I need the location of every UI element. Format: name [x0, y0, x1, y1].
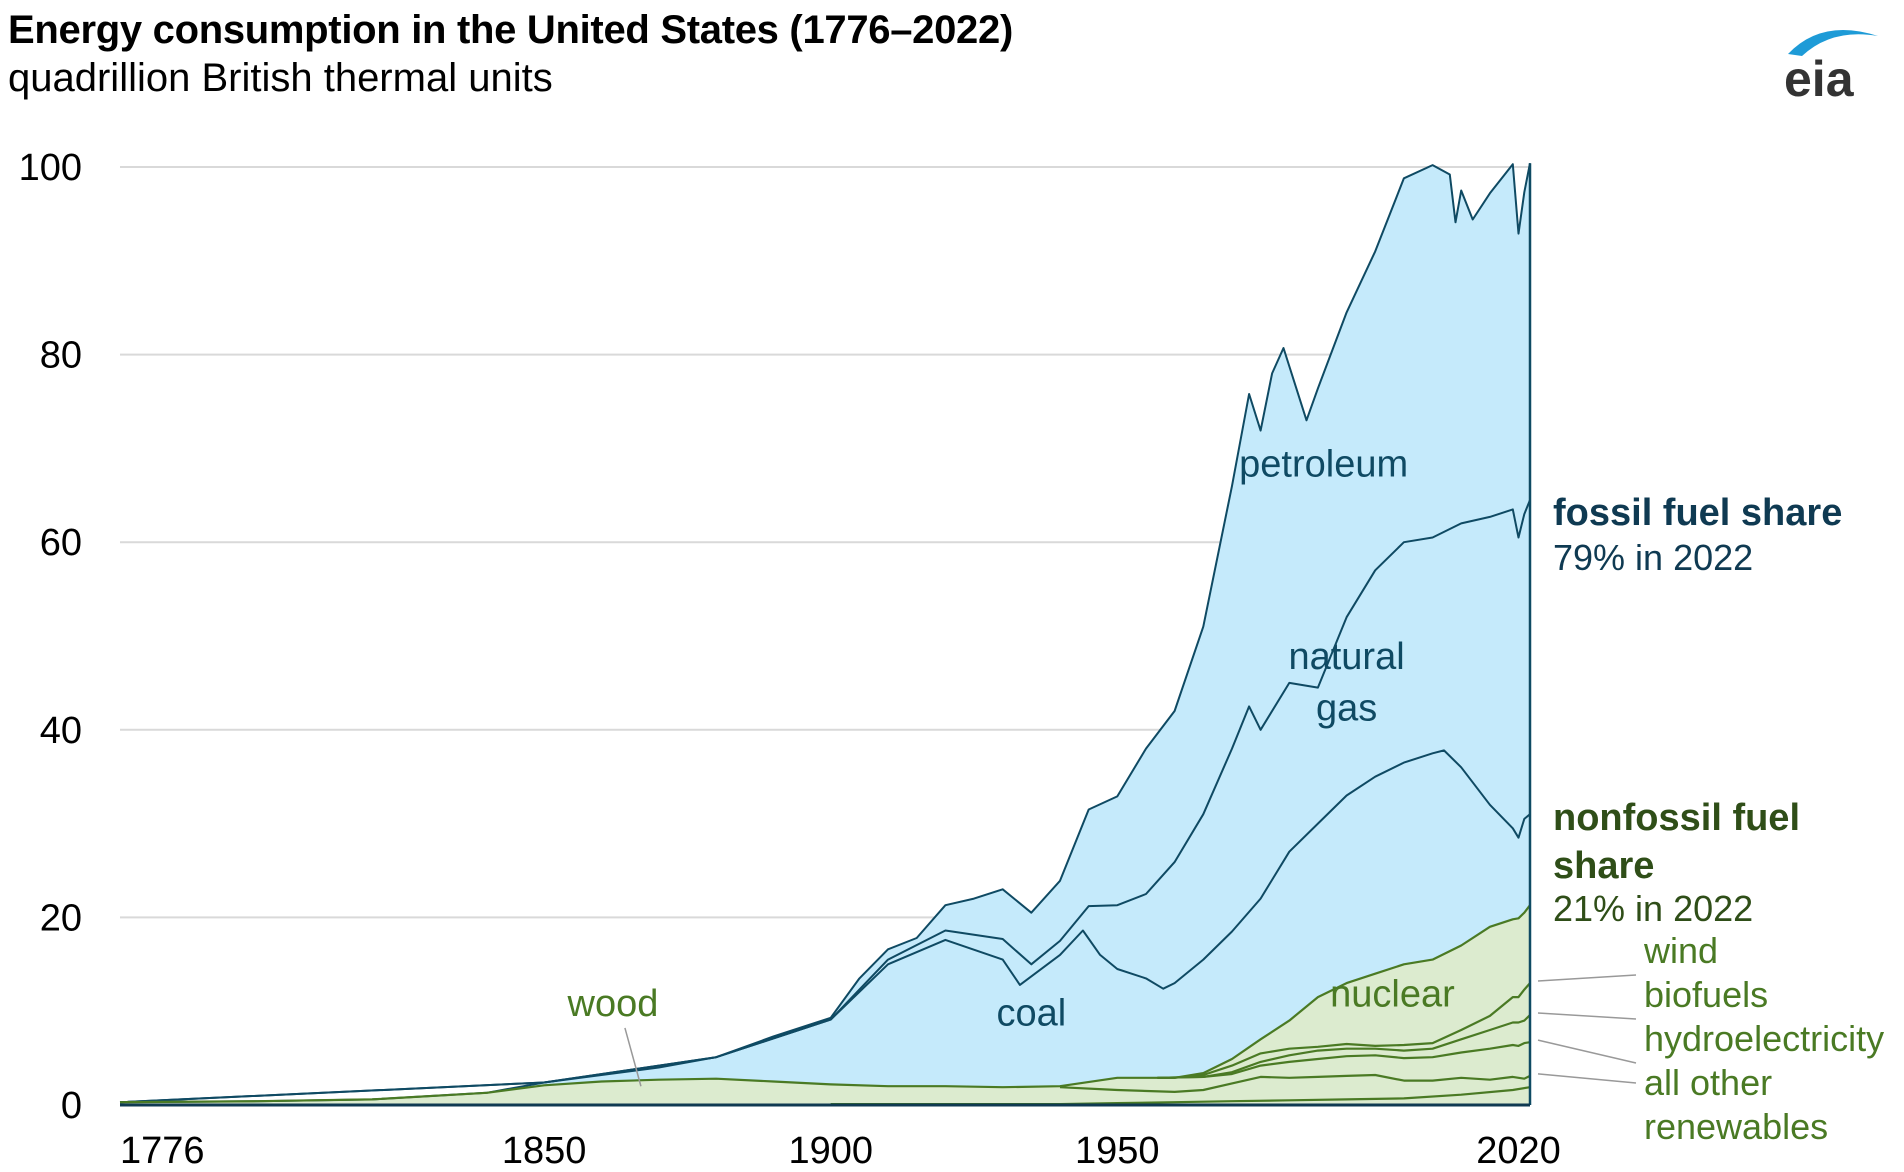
series-line-biofuels [1157, 1041, 1531, 1079]
x-tick-label: 1776 [120, 1130, 205, 1172]
x-axis: 1776 1850 1900 1950 2020 [120, 1130, 1561, 1172]
x-tick-label: 2020 [1476, 1130, 1561, 1172]
y-tick-label: 20 [40, 897, 82, 939]
y-tick-label: 0 [61, 1085, 82, 1127]
area-label-natural: natural [1288, 636, 1404, 678]
leader-line-biofuels [1537, 1039, 1637, 1064]
legend-biofuels: biofuels [1644, 974, 1768, 1015]
series-line-nuclear [1157, 982, 1531, 1079]
y-tick-label: 80 [40, 335, 82, 377]
area-label-gas: gas [1316, 687, 1377, 729]
wood-leader-line [624, 1027, 642, 1087]
legend-renewables: renewables [1644, 1106, 1828, 1147]
fossil-share-title: fossil fuel share [1553, 492, 1842, 534]
x-tick-label: 1950 [1075, 1130, 1160, 1172]
eia-logo-icon: eia [1784, 30, 1878, 102]
fossil-share-value: 79% in 2022 [1553, 537, 1753, 578]
series-lines [119, 163, 1532, 1107]
leader-line-wind [1537, 1012, 1637, 1020]
legend-hydroelectricity: hydroelectricity [1644, 1018, 1884, 1059]
y-tick-label: 40 [40, 710, 82, 752]
nonfossil-share-title-1: nonfossil fuel [1553, 797, 1800, 839]
series-line-natural-gas [119, 499, 1531, 1104]
stacked-areas [120, 163, 1530, 1105]
chart-subtitle: quadrillion British thermal units [8, 56, 553, 100]
series-line-coal [119, 749, 1531, 1104]
y-axis: 0 20 40 60 80 100 [19, 147, 82, 1127]
legend-all-other: all other [1644, 1062, 1772, 1103]
series-line-hydroelectricity [1059, 1073, 1531, 1094]
nonfossil-share-value: 21% in 2022 [1553, 888, 1753, 929]
logo-text: eia [1784, 51, 1855, 102]
nonfossil-legend: wind biofuels hydroelectricity all other… [1537, 930, 1884, 1147]
area-label-wood: wood [567, 983, 659, 1025]
area-label-petroleum: petroleum [1239, 444, 1408, 486]
legend-wind: wind [1643, 930, 1718, 971]
leader-line-nuclear [1537, 974, 1637, 982]
x-tick-label: 1900 [788, 1130, 873, 1172]
y-tick-label: 60 [40, 522, 82, 564]
area-label-coal: coal [996, 992, 1066, 1034]
side-annotations: fossil fuel share 79% in 2022 nonfossil … [1553, 492, 1842, 929]
nonfossil-area [120, 905, 1530, 1105]
chart-title: Energy consumption in the United States … [8, 8, 1013, 52]
nonfossil-share-title-2: share [1553, 845, 1654, 887]
x-tick-label: 1850 [502, 1130, 587, 1172]
leader-line-hydroelectricity [1537, 1073, 1637, 1084]
fossil-area [120, 163, 1530, 1105]
legend-leader-lines [1537, 974, 1637, 1084]
series-line-wind [1157, 1014, 1531, 1079]
logo-arc [1788, 30, 1878, 56]
area-label-nuclear: nuclear [1330, 974, 1455, 1016]
y-tick-label: 100 [19, 147, 82, 189]
area-labels: petroleum natural gas coal wood nuclear [567, 444, 1455, 1087]
